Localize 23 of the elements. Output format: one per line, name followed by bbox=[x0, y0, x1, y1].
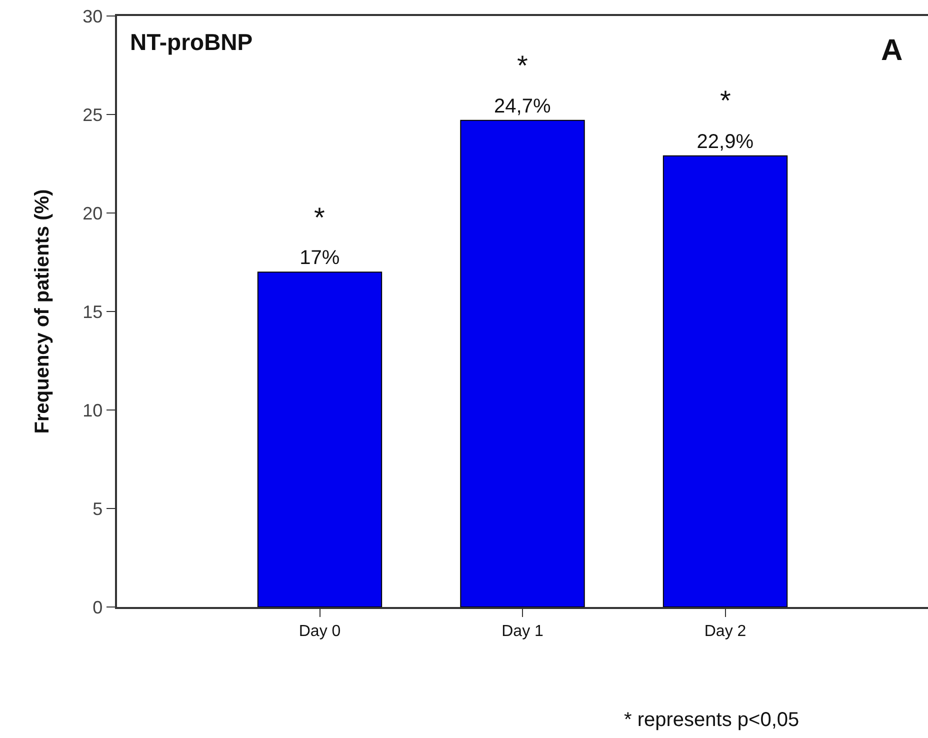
annotation: * bbox=[517, 50, 528, 81]
annotation: * bbox=[720, 85, 731, 116]
y-tick-label: 10 bbox=[82, 400, 103, 420]
y-axis-title: Frequency of patients (%) bbox=[32, 189, 54, 434]
y-tick-label: 25 bbox=[82, 104, 103, 125]
y-tick-label: 20 bbox=[82, 203, 103, 224]
data-label: 17% bbox=[300, 247, 340, 270]
data-label: 22,9% bbox=[696, 130, 754, 153]
x-tick-label: Day 2 bbox=[704, 622, 746, 640]
bar bbox=[257, 272, 382, 607]
bar bbox=[460, 120, 585, 607]
x-tick-label: Day 1 bbox=[502, 622, 544, 640]
y-tick-label: 0 bbox=[92, 597, 103, 618]
bar bbox=[662, 155, 788, 607]
x-tick-label: Day 0 bbox=[298, 622, 341, 640]
data-label: 24,7% bbox=[494, 95, 551, 118]
text: NT-proBNP bbox=[130, 29, 253, 56]
y-tick-label: 15 bbox=[82, 302, 103, 322]
text: * represents p<0,05 bbox=[624, 709, 800, 731]
annotation: * bbox=[314, 202, 325, 233]
y-tick-label: 30 bbox=[82, 6, 103, 26]
annotation: A bbox=[881, 34, 903, 67]
y-tick-label: 5 bbox=[92, 498, 103, 519]
